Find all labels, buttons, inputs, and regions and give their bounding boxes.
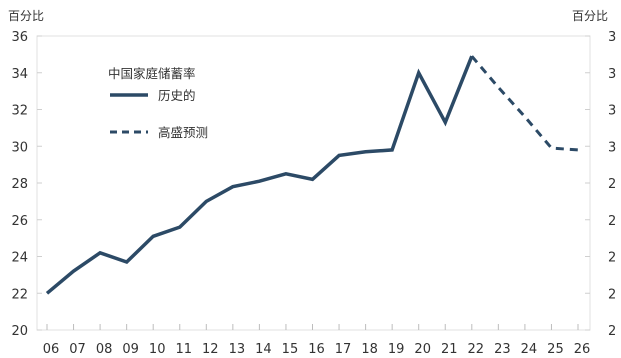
y-tick-label: 26 — [11, 214, 28, 229]
x-tick-label: 11 — [175, 342, 192, 357]
x-tick-label: 17 — [335, 342, 352, 357]
y-tick-label: 32 — [11, 104, 28, 119]
x-tick-label: 16 — [308, 342, 325, 357]
y2-tick-label: 3 — [608, 67, 616, 82]
x-tick-label: 18 — [361, 342, 378, 357]
y2-tick-label: 3 — [608, 30, 616, 45]
y-tick-label: 34 — [11, 67, 28, 82]
left-unit-label: 百分比 — [8, 9, 44, 23]
x-tick-label: 09 — [122, 342, 139, 357]
y-tick-label: 20 — [11, 324, 28, 339]
x-tick-label: 20 — [414, 342, 431, 357]
legend-title: 中国家庭储蓄率 — [108, 66, 196, 81]
x-axis-ticks: 06 07 08 09 10 11 12 13 14 15 16 17 18 19 20 21 22 23 24 25… — [43, 324, 591, 357]
x-tick-label: 14 — [255, 342, 272, 357]
y-axis-ticks: 20 22 24 26 28 30 32 34 36 — [11, 30, 42, 339]
y2-tick-label: 2 — [608, 287, 616, 302]
y2-tick-label: 3 — [608, 140, 616, 155]
x-tick-label: 06 — [43, 342, 60, 357]
y2-tick-label: 2 — [608, 177, 616, 192]
forecast-series-line — [470, 55, 579, 152]
legend-label-forecast: 高盛预测 — [158, 125, 208, 140]
y2-tick-label: 2 — [608, 251, 616, 266]
y-tick-label: 30 — [11, 140, 28, 155]
historical-series-line — [45, 55, 474, 295]
x-tick-label: 25 — [547, 342, 564, 357]
x-tick-label: 12 — [202, 342, 219, 357]
x-tick-label: 21 — [441, 342, 458, 357]
x-tick-label: 08 — [96, 342, 113, 357]
y2-axis-ticks: 2 2 2 2 2 3 3 3 3 — [585, 30, 616, 339]
y-tick-label: 24 — [11, 251, 28, 266]
x-tick-label: 26 — [574, 342, 591, 357]
x-tick-label: 15 — [282, 342, 299, 357]
series-group — [45, 55, 579, 295]
y2-tick-label: 3 — [608, 104, 616, 119]
legend: 中国家庭储蓄率 历史的 高盛预测 — [108, 66, 208, 140]
x-tick-label: 22 — [468, 342, 485, 357]
right-unit-label: 百分比 — [572, 9, 608, 23]
y-tick-label: 36 — [11, 30, 28, 45]
y2-tick-label: 2 — [608, 214, 616, 229]
x-tick-label: 24 — [521, 342, 538, 357]
x-tick-label: 23 — [494, 342, 511, 357]
plot-frame — [36, 35, 591, 331]
y2-tick-label: 2 — [608, 324, 616, 339]
y-tick-label: 28 — [11, 177, 28, 192]
legend-label-historical: 历史的 — [158, 88, 196, 103]
x-tick-label: 10 — [149, 342, 166, 357]
y-tick-label: 22 — [11, 287, 28, 302]
plot-area — [36, 35, 591, 331]
x-tick-label: 13 — [229, 342, 246, 357]
x-tick-label: 19 — [388, 342, 405, 357]
x-tick-label: 07 — [69, 342, 86, 357]
